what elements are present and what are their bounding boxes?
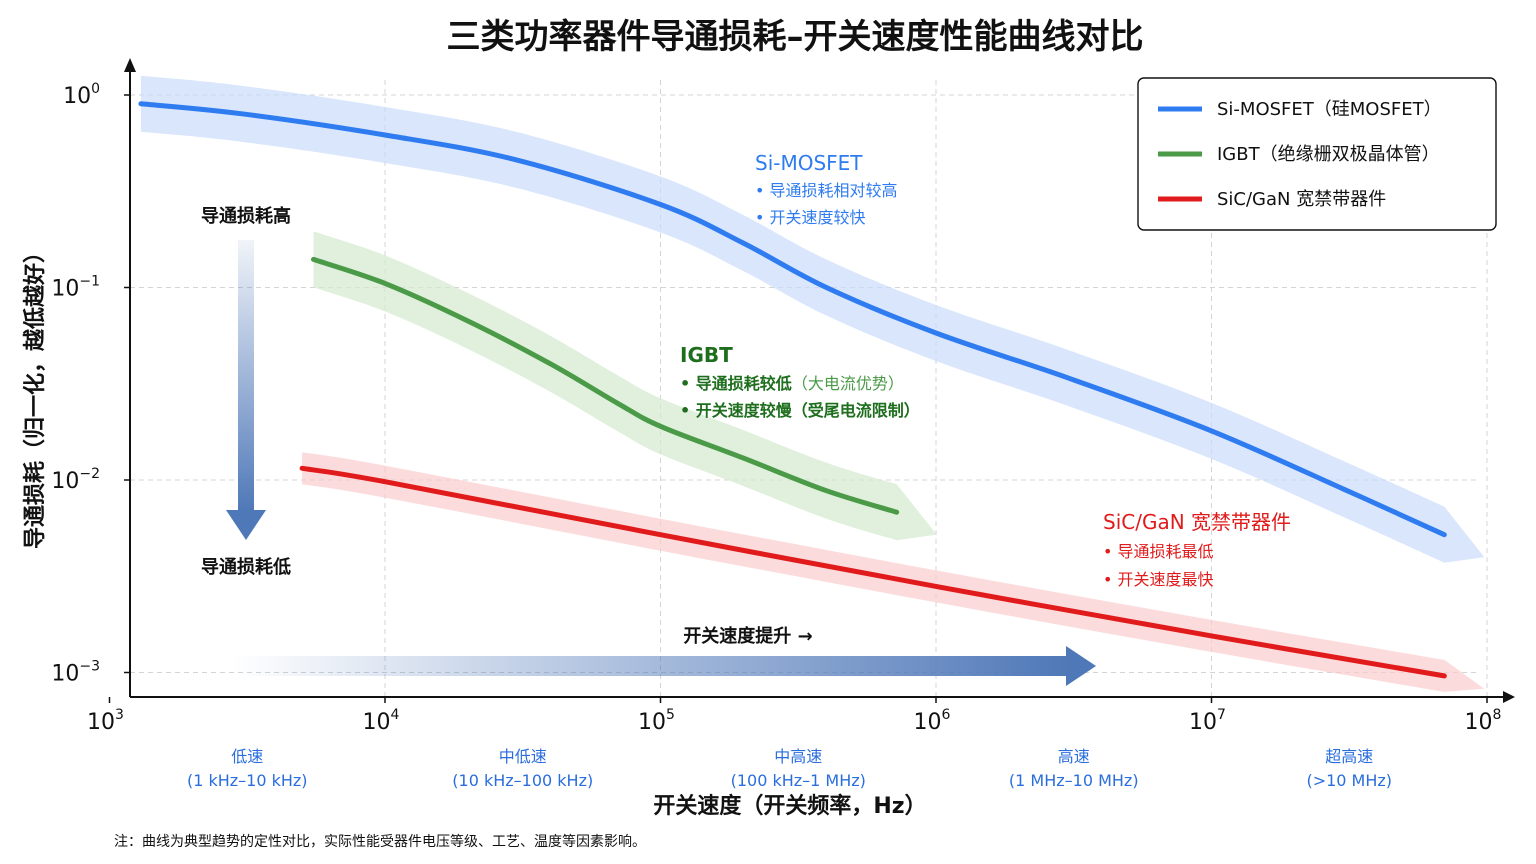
range-label-name: 低速 (231, 747, 263, 766)
speed-direction-arrow (232, 646, 1096, 686)
loss-low-label: 导通损耗低 (201, 556, 291, 578)
frequency-range-labels: 低速 (1 kHz–10 kHz) 中低速 (10 kHz–100 kHz) 中高速 (1… (187, 747, 1392, 790)
range-label-name: 中高速 (774, 747, 822, 766)
legend-item-sic-gan: SiC/GaN 宽禁带器件 (1217, 189, 1386, 210)
annotation-igbt-item: • 开关速度较慢（受尾电流限制） (680, 401, 920, 420)
y-tick-label: 10−1 (51, 274, 100, 302)
range-label-name: 中低速 (499, 747, 547, 766)
range-label-span: (1 kHz–10 kHz) (187, 771, 308, 790)
chart-title: 三类功率器件导通损耗–开关速度性能曲线对比 (447, 17, 1144, 57)
annotation-si-item: • 导通损耗相对较高 (755, 181, 898, 200)
line-si-mosfet (138, 101, 1447, 538)
legend-item-si-mosfet: Si-MOSFET（硅MOSFET） (1217, 99, 1442, 120)
axes (124, 58, 1515, 703)
annotation-sic-item: • 导通损耗最低 (1103, 542, 1214, 561)
annotation-si-item: • 开关速度较快 (755, 208, 866, 227)
range-label-span: (>10 MHz) (1306, 771, 1392, 790)
y-tick-label: 100 (63, 81, 100, 109)
tick-labels: 103 104 105 106 107 108 100 10−1 10−2 10−3 (51, 81, 1501, 735)
range-label-span: (10 kHz–100 kHz) (452, 771, 593, 790)
line-igbt (311, 256, 900, 515)
speed-up-label: 开关速度提升 → (683, 625, 812, 647)
x-tick-label: 103 (87, 707, 124, 735)
series-lines (138, 101, 1447, 679)
annotation-si-mosfet: Si-MOSFET • 导通损耗相对较高 • 开关速度较快 (755, 151, 898, 227)
x-tick-label: 107 (1189, 707, 1226, 735)
band-igbt (313, 231, 937, 541)
x-tick-label: 105 (638, 707, 675, 735)
x-axis-label: 开关速度（开关频率，Hz） (653, 793, 926, 819)
annotation-si-title: Si-MOSFET (755, 151, 863, 175)
legend: Si-MOSFET（硅MOSFET） IGBT（绝缘栅双极晶体管） SiC/Ga… (1137, 77, 1497, 231)
x-tick-label: 104 (363, 707, 400, 735)
footnote: 注：曲线为典型趋势的定性对比，实际性能受器件电压等级、工艺、温度等因素影响。 (114, 833, 646, 850)
annotation-sic-title: SiC/GaN 宽禁带器件 (1103, 510, 1291, 534)
range-label-span: (1 MHz–10 MHz) (1009, 771, 1139, 790)
loss-direction-arrow (226, 240, 266, 540)
band-si-mosfet (140, 75, 1485, 563)
range-label-name: 超高速 (1325, 747, 1373, 766)
annotation-igbt-title: IGBT (680, 343, 733, 367)
y-axis-label: 导通损耗（归一化，越低越好） (22, 241, 48, 549)
range-label-name: 高速 (1058, 747, 1090, 766)
y-tick-label: 10−2 (51, 466, 100, 494)
range-label-span: (100 kHz–1 MHz) (731, 771, 866, 790)
y-tick-label: 10−3 (51, 659, 100, 687)
line-sic-gan (299, 465, 1447, 679)
annotation-sic-gan: SiC/GaN 宽禁带器件 • 导通损耗最低 • 开关速度最快 (1103, 510, 1291, 589)
x-tick-label: 108 (1465, 707, 1502, 735)
loss-high-label: 导通损耗高 (201, 205, 291, 227)
annotation-igbt-item: • 导通损耗较低（大电流优势） (680, 374, 904, 393)
legend-item-igbt: IGBT（绝缘栅双极晶体管） (1217, 144, 1440, 165)
annotation-sic-item: • 开关速度最快 (1103, 570, 1214, 589)
x-tick-label: 106 (914, 707, 951, 735)
annotation-igbt: IGBT • 导通损耗较低（大电流优势） • 开关速度较慢（受尾电流限制） (680, 343, 920, 420)
